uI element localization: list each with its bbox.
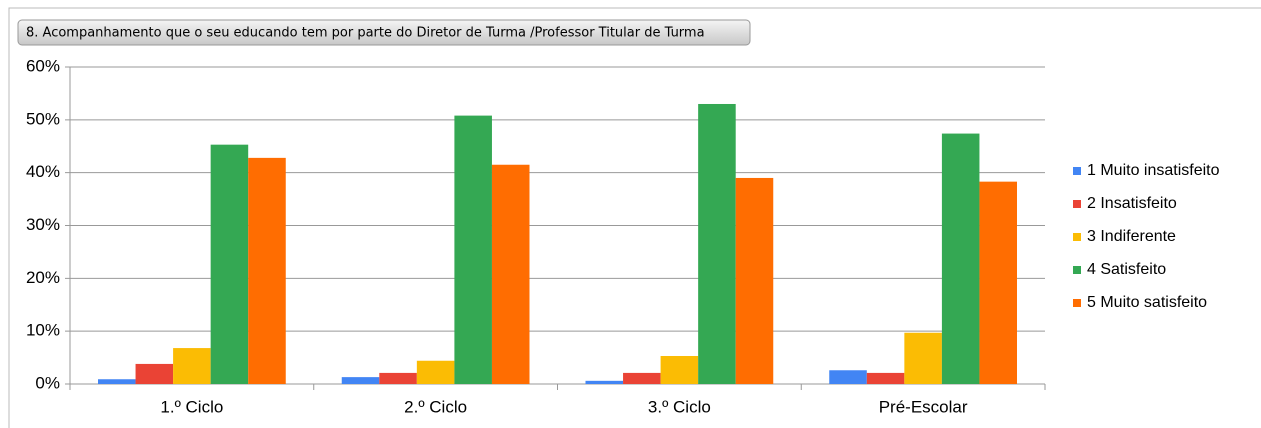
bar [660, 355, 699, 384]
legend-label: 2 Insatisfeito [1087, 195, 1177, 212]
bar [491, 164, 530, 384]
legend-label: 3 Indiferente [1087, 228, 1176, 245]
legend-swatch [1073, 233, 1081, 241]
bar [248, 157, 286, 384]
bar [904, 332, 942, 384]
y-tick-label: 30% [26, 215, 60, 234]
x-tick-label: Pré-Escolar [879, 397, 968, 416]
legend-label: 1 Muito insatisfeito [1087, 162, 1220, 179]
bar [585, 380, 624, 384]
legend-swatch [1073, 200, 1081, 208]
bar [135, 363, 174, 384]
bar [941, 133, 980, 384]
bar [379, 372, 417, 384]
y-tick-label: 0% [35, 373, 60, 392]
bar [866, 372, 905, 384]
bar [210, 144, 249, 384]
bar [98, 379, 136, 384]
y-tick-label: 50% [26, 109, 60, 128]
x-tick-label: 1.º Ciclo [160, 397, 223, 416]
title-box [17, 19, 751, 46]
bar [979, 181, 1017, 384]
bar [416, 360, 455, 384]
y-tick-label: 20% [26, 268, 60, 287]
legend-swatch [1073, 266, 1081, 274]
bar [623, 372, 661, 384]
x-tick-label: 3.º Ciclo [648, 397, 711, 416]
legend-label: 4 Satisfeito [1087, 261, 1166, 278]
y-tick-label: 10% [26, 321, 60, 340]
legend-label: 5 Muito satisfeito [1087, 294, 1207, 311]
frame [8, 7, 1261, 428]
bar [735, 177, 774, 384]
bar [173, 348, 211, 384]
legend-swatch [1073, 299, 1081, 307]
chart-title: 8. Acompanhamento que o seu educando tem… [26, 26, 705, 41]
bar [341, 377, 380, 384]
bar [698, 103, 736, 384]
bar [454, 115, 492, 385]
y-tick-label: 40% [26, 162, 60, 181]
bar [829, 370, 867, 384]
x-tick-label: 2.º Ciclo [404, 397, 467, 416]
legend-swatch [1073, 167, 1081, 175]
y-tick-label: 60% [26, 56, 60, 75]
